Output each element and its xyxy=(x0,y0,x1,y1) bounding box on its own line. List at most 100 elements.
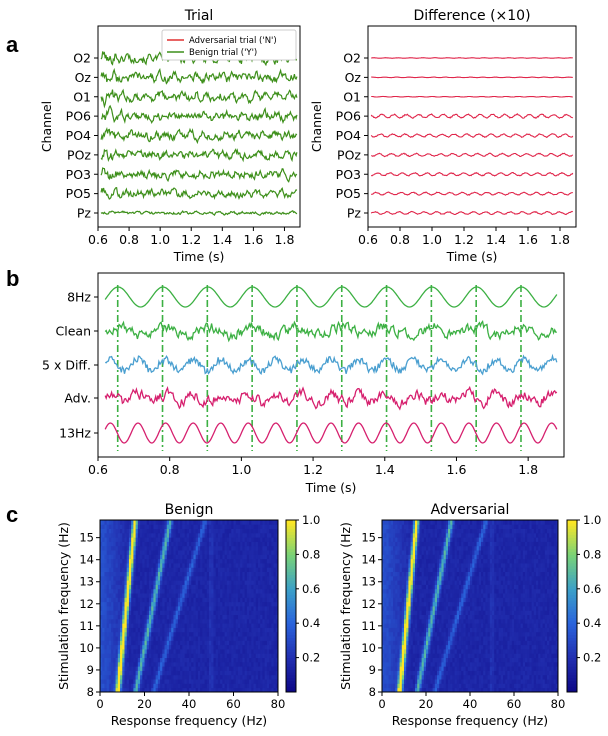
heatmap-cell xyxy=(419,627,422,633)
y-tick-label: Pz xyxy=(77,206,92,221)
heatmap-cell xyxy=(271,524,274,529)
heatmap-cell xyxy=(390,606,394,611)
heatmap-cell xyxy=(251,657,254,663)
heatmap-cell xyxy=(542,610,546,615)
heatmap-cell xyxy=(224,575,228,581)
colorbar-band xyxy=(286,628,296,633)
heatmap-cell xyxy=(209,597,212,603)
heatmap-cell xyxy=(166,597,170,603)
heatmap-cell xyxy=(445,614,449,620)
heatmap-cell xyxy=(120,674,123,680)
heatmap-cell xyxy=(445,618,449,624)
heatmap-cell xyxy=(244,644,248,650)
heatmap-cell xyxy=(498,653,502,658)
heatmap-cell xyxy=(410,657,414,663)
heatmap-cell xyxy=(269,679,272,684)
heatmap-cell xyxy=(551,623,554,628)
heatmap-cell xyxy=(531,636,535,641)
heatmap-cell xyxy=(224,687,228,693)
heatmap-cell xyxy=(410,644,414,650)
heatmap-cell xyxy=(104,649,108,654)
heatmap-cell xyxy=(224,661,228,667)
heatmap-cell xyxy=(244,584,248,590)
heatmap-cell xyxy=(251,532,254,538)
heatmap-cell xyxy=(164,640,168,646)
heatmap-cell xyxy=(533,631,537,637)
heatmap-cell xyxy=(122,631,125,637)
heatmap-cell xyxy=(249,674,252,680)
heatmap-cell xyxy=(463,670,466,676)
heatmap-cell xyxy=(229,584,232,590)
heatmap-cell xyxy=(193,584,197,590)
heatmap-cell xyxy=(437,683,440,689)
heatmap-cell xyxy=(173,653,177,658)
heatmap-cell xyxy=(487,653,491,658)
heatmap-cell xyxy=(122,623,125,628)
heatmap-cell xyxy=(393,653,396,658)
heatmap-cell xyxy=(237,597,241,603)
heatmap-cell xyxy=(100,541,103,547)
heatmap-cell xyxy=(135,640,139,646)
heatmap-cell xyxy=(498,623,502,628)
heatmap-cell xyxy=(246,661,250,667)
heatmap-cell xyxy=(481,653,484,658)
heatmap-cell xyxy=(217,567,221,572)
heatmap-cell xyxy=(113,575,116,581)
heatmap-cell xyxy=(423,627,427,633)
heatmap-cell xyxy=(522,618,526,624)
heatmap-cell xyxy=(182,541,185,547)
heatmap-cell xyxy=(151,631,154,637)
heatmap-cell xyxy=(171,623,174,628)
heatmap-cell xyxy=(483,653,486,658)
heatmap-cell xyxy=(397,679,400,684)
heatmap-cell xyxy=(200,683,203,689)
heatmap-cell xyxy=(382,666,385,671)
heatmap-cell xyxy=(111,666,114,671)
heatmap-cell xyxy=(445,657,449,663)
heatmap-cell xyxy=(264,537,268,542)
heatmap-cells xyxy=(382,520,559,693)
heatmap-cell xyxy=(439,644,442,650)
heatmap-cell xyxy=(253,614,257,620)
heatmap-cell xyxy=(450,610,453,615)
heatmap-cell xyxy=(164,670,168,676)
heatmap-cell xyxy=(498,670,502,676)
heatmap-cell xyxy=(177,666,181,671)
heatmap-cell xyxy=(525,661,528,667)
heatmap-cell xyxy=(393,610,396,615)
heatmap-cell xyxy=(511,644,515,650)
heatmap-cell xyxy=(401,670,405,676)
heatmap-cell xyxy=(229,640,232,646)
heatmap-cell xyxy=(525,627,528,633)
heatmap-cell xyxy=(516,644,519,650)
heatmap-cell xyxy=(111,614,114,620)
heatmap-cell xyxy=(233,563,237,568)
heatmap-cell xyxy=(257,661,261,667)
heatmap-cell xyxy=(126,528,130,534)
heatmap-cell xyxy=(144,563,148,568)
heatmap-cell xyxy=(204,687,208,693)
heatmap-cell xyxy=(168,584,172,590)
heatmap-cell xyxy=(195,554,199,560)
heatmap-cell xyxy=(426,683,429,689)
heatmap-cell xyxy=(140,550,143,555)
heatmap-cell xyxy=(421,666,425,671)
heatmap-cell xyxy=(182,554,185,560)
heatmap-cell xyxy=(547,657,550,663)
heatmap-cell xyxy=(549,661,552,667)
heatmap-cell xyxy=(476,636,480,641)
heatmap-cell xyxy=(419,636,422,641)
heatmap-cell xyxy=(186,640,190,646)
heatmap-cell xyxy=(555,618,559,624)
heatmap-cell xyxy=(135,524,139,529)
heatmap-cell xyxy=(547,679,550,684)
heatmap-cell xyxy=(217,631,221,637)
heatmap-cell xyxy=(244,541,248,547)
heatmap-cell xyxy=(140,554,143,560)
heatmap-cell xyxy=(211,661,214,667)
heatmap-cell xyxy=(260,627,263,633)
heatmap-cell xyxy=(135,683,139,689)
heatmap-cell xyxy=(189,528,192,534)
heatmap-cell xyxy=(494,618,497,624)
heatmap-cell xyxy=(204,580,208,585)
